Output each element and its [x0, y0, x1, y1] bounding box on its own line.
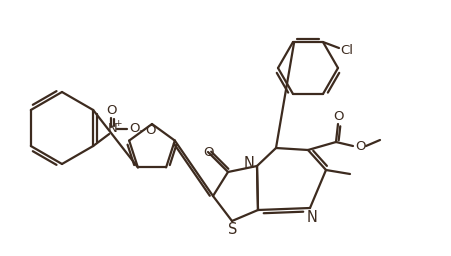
Text: N: N — [107, 123, 117, 135]
Text: O: O — [356, 140, 366, 153]
Text: S: S — [228, 222, 238, 238]
Text: Cl: Cl — [341, 44, 354, 57]
Text: O: O — [334, 111, 344, 123]
Text: O: O — [129, 123, 139, 135]
Text: N: N — [307, 209, 318, 225]
Text: N: N — [244, 155, 254, 170]
Text: O: O — [146, 124, 156, 137]
Text: O: O — [203, 145, 213, 158]
Text: +: + — [115, 119, 122, 127]
Text: O: O — [106, 104, 116, 118]
Text: ⁻: ⁻ — [138, 127, 144, 141]
